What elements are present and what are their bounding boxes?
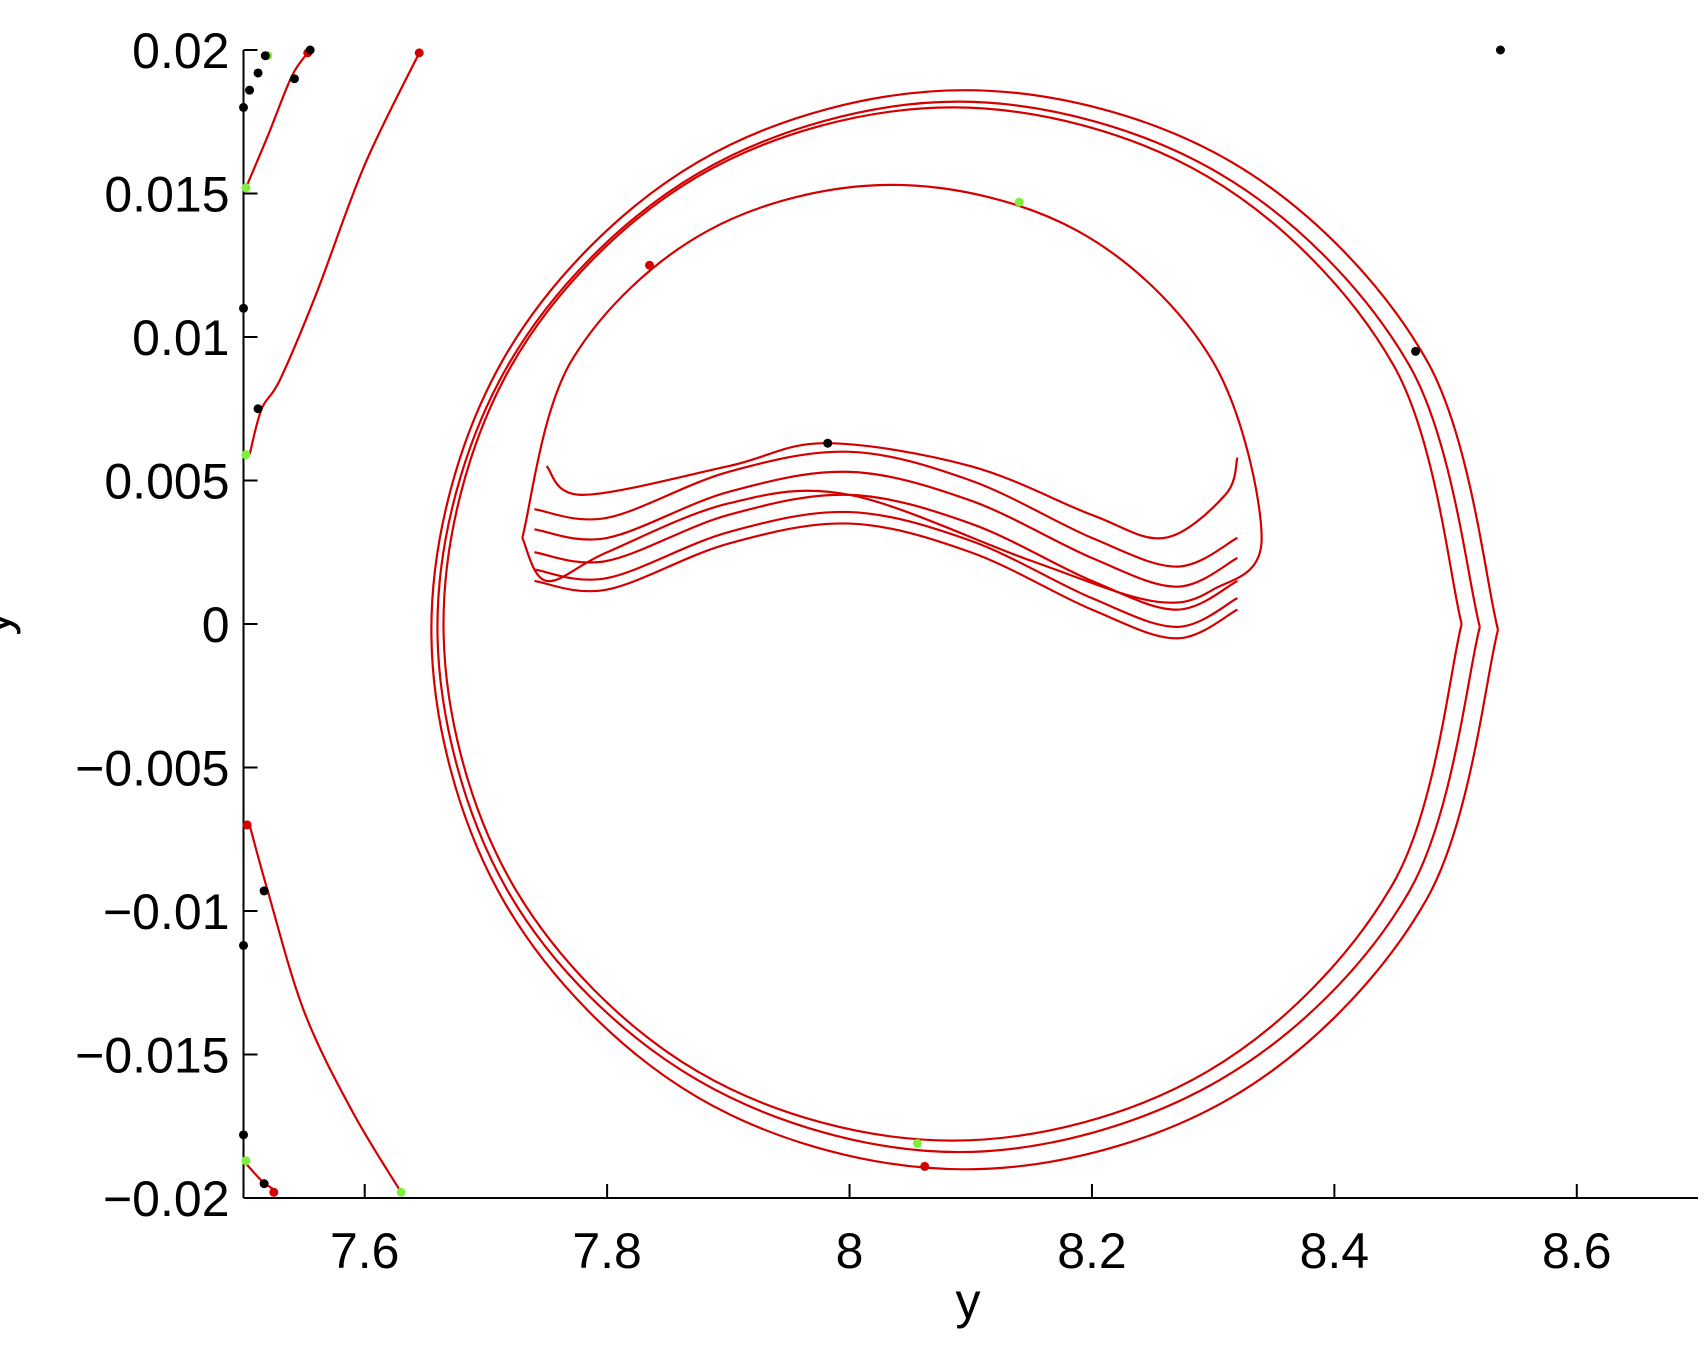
y-tick-label: −0.02 (103, 1171, 230, 1227)
marker (1411, 346, 1421, 356)
y-tick-label: −0.01 (103, 884, 230, 940)
marker (239, 1130, 248, 1140)
marker (259, 1179, 269, 1189)
marker (414, 48, 424, 58)
marker (305, 45, 315, 55)
marker (242, 820, 252, 830)
trajectory (242, 1159, 275, 1191)
y-tick-label: 0.02 (132, 23, 229, 79)
y-tick-label: −0.005 (75, 741, 229, 797)
marker (396, 1187, 406, 1197)
trajectory (534, 510, 1238, 628)
marker (241, 1156, 251, 1166)
marker (645, 260, 655, 270)
x-tick-label: 7.8 (572, 1223, 642, 1279)
trajectory (534, 522, 1238, 640)
trajectory (534, 470, 1238, 588)
marker (269, 1187, 279, 1197)
marker (1014, 197, 1024, 207)
y-tick-label: 0.005 (104, 454, 229, 510)
trajectory (248, 52, 421, 455)
y-tick-label: 0 (202, 597, 230, 653)
marker (239, 940, 248, 950)
trajectory (534, 450, 1238, 568)
x-tick-label: 8.2 (1057, 1223, 1127, 1279)
x-tick-label: 8 (836, 1223, 864, 1279)
trajectory (545, 442, 1239, 540)
y-tick-label: −0.015 (75, 1028, 229, 1084)
x-tick-label: 8.6 (1542, 1223, 1612, 1279)
marker (253, 404, 263, 414)
marker (241, 450, 251, 460)
trajectory (244, 49, 312, 189)
marker (912, 1138, 922, 1148)
marker (253, 68, 263, 78)
marker (1495, 45, 1505, 55)
y-tick-label: 0.015 (104, 167, 229, 223)
trajectory (248, 824, 403, 1193)
marker (241, 183, 251, 193)
x-tick-label: 8.4 (1300, 1223, 1370, 1279)
x-tick-label: 7.6 (330, 1223, 400, 1279)
y-axis-label: ẏ (0, 611, 21, 636)
y-tick-label: 0.01 (132, 310, 229, 366)
marker (245, 85, 255, 95)
marker (289, 74, 299, 84)
trajectory (442, 106, 1463, 1142)
trajectory (534, 493, 1238, 611)
trajectory (436, 100, 1481, 1154)
marker (260, 51, 270, 61)
marker (823, 438, 833, 448)
marker (239, 102, 248, 112)
trajectory (430, 89, 1500, 1171)
marker (259, 886, 269, 896)
marker (920, 1161, 930, 1171)
marker (239, 303, 248, 313)
x-axis-label: y (956, 1273, 981, 1329)
trajectory (521, 183, 1263, 604)
